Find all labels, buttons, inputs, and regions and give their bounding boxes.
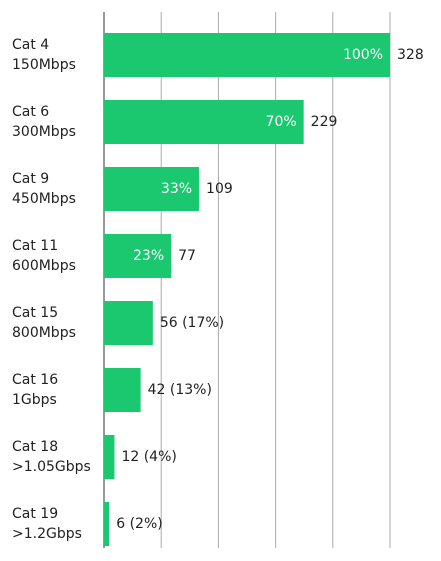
value-label: 42 (13%) — [148, 382, 212, 398]
category-label: >1.2Gbps — [12, 526, 82, 542]
bar — [104, 368, 141, 412]
bar — [104, 502, 110, 546]
share-label: 100% — [343, 47, 383, 63]
value-label: 12 (4%) — [121, 449, 176, 465]
category-label: Cat 11 — [12, 238, 58, 254]
value-label: 56 (17%) — [160, 315, 224, 331]
share-label: 70% — [266, 114, 297, 130]
bar — [104, 100, 304, 144]
category-label: 1Gbps — [12, 392, 57, 408]
share-label: 33% — [161, 181, 192, 197]
category-label: 300Mbps — [12, 124, 76, 140]
value-label: 229 — [311, 114, 338, 130]
share-label: 23% — [133, 248, 164, 264]
category-label: 600Mbps — [12, 258, 76, 274]
value-label: 6 (2%) — [116, 516, 163, 532]
category-label: Cat 19 — [12, 506, 58, 522]
bar — [104, 167, 200, 211]
category-label: Cat 6 — [12, 104, 49, 120]
category-label: 800Mbps — [12, 325, 76, 341]
bar — [104, 301, 153, 345]
category-label: Cat 18 — [12, 439, 58, 455]
value-label: 77 — [178, 248, 196, 264]
bar — [104, 435, 115, 479]
bar — [104, 33, 390, 77]
category-label: 150Mbps — [12, 57, 76, 73]
category-label: Cat 16 — [12, 372, 58, 388]
category-label: Cat 9 — [12, 171, 49, 187]
value-label: 109 — [206, 181, 233, 197]
bar — [104, 234, 172, 278]
category-label: Cat 4 — [12, 37, 49, 53]
category-label: 450Mbps — [12, 191, 76, 207]
category-label: Cat 15 — [12, 305, 58, 321]
category-label: >1.05Gbps — [12, 459, 91, 475]
value-label: 328 — [397, 47, 424, 63]
